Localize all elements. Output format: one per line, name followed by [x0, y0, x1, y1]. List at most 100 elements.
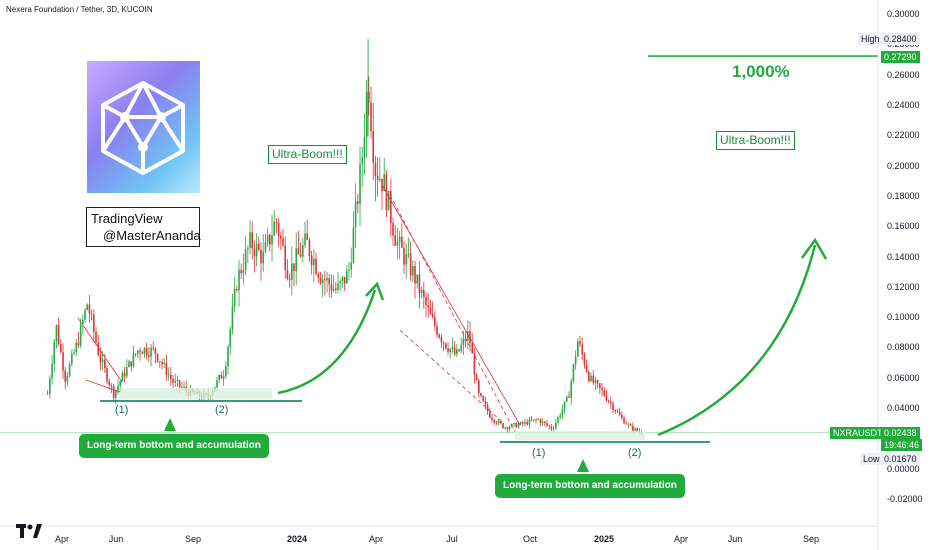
candle-body — [130, 361, 133, 367]
time-tick-label: Sep — [802, 534, 820, 544]
candle-body — [286, 270, 289, 279]
candle-body — [544, 421, 546, 423]
candle-body — [282, 238, 284, 246]
candle-body — [425, 296, 427, 306]
trendline — [381, 184, 521, 426]
candle-body — [394, 235, 397, 246]
candle-body — [475, 374, 478, 381]
tradingview-logo-icon[interactable] — [16, 524, 42, 538]
candle-body — [306, 233, 309, 240]
candle-body — [566, 396, 568, 402]
candle-body — [291, 263, 293, 280]
candle-body — [632, 425, 634, 431]
candle-body — [174, 380, 177, 383]
candle-body — [317, 274, 320, 278]
candle-body — [57, 325, 60, 344]
candle-body — [101, 359, 104, 363]
candle-body — [269, 234, 271, 245]
candle-body — [181, 386, 183, 388]
candle-body — [302, 245, 304, 257]
watermark-line-2: @MasterAnanda — [103, 228, 201, 243]
candle-body — [447, 348, 449, 352]
candle-body — [636, 428, 639, 432]
candle-body — [508, 426, 511, 430]
candle-body — [585, 365, 588, 372]
candle-body — [165, 362, 168, 376]
time-tick-label: Jun — [727, 534, 743, 544]
candle-body — [310, 255, 313, 266]
callout-pointer-left — [164, 418, 176, 431]
price-tick-label: 0.12000 — [887, 281, 920, 292]
candle-body — [381, 178, 383, 192]
candle-body — [253, 248, 256, 257]
candle-body — [134, 353, 137, 355]
candle-body — [326, 278, 328, 281]
candle-body — [161, 362, 163, 365]
target-percent-label: 1,000% — [732, 62, 790, 81]
candle-body — [429, 307, 432, 315]
candle-body — [150, 347, 152, 357]
candle-body — [412, 266, 414, 276]
candle-body — [489, 411, 491, 418]
marker-2-right: (2) — [628, 447, 642, 459]
candle-body — [423, 289, 425, 297]
candle-body — [579, 341, 581, 345]
candle-body — [616, 411, 619, 413]
candle-body — [332, 288, 335, 291]
candle-body — [104, 359, 106, 369]
candle-body — [295, 248, 298, 271]
candle-body — [49, 378, 51, 394]
candle-body — [231, 306, 234, 330]
candle-body — [570, 380, 573, 398]
candle-body — [497, 420, 500, 424]
candle-body — [159, 361, 161, 363]
candle-body — [216, 380, 218, 388]
candle-body — [376, 175, 379, 181]
candle-body — [167, 374, 170, 376]
candle-body — [152, 347, 155, 349]
price-tick-label: 0.22000 — [887, 130, 920, 141]
candle-body — [236, 289, 238, 291]
candle-body — [328, 278, 331, 285]
candle-body — [592, 375, 595, 383]
candle-body — [370, 102, 372, 132]
candle-body — [233, 289, 236, 307]
candle-body — [502, 423, 504, 429]
candle-body — [372, 131, 375, 163]
candle-body — [486, 404, 489, 412]
price-tick-label: 0.04000 — [887, 403, 920, 414]
candle-body — [541, 421, 544, 424]
ultra-boom-label-left: Ultra-Boom!!! — [268, 145, 347, 164]
candle-body — [255, 243, 258, 257]
time-tick-label: Oct — [522, 534, 538, 544]
candle-body — [537, 419, 540, 421]
candle-body — [434, 316, 436, 327]
candle-body — [163, 362, 166, 365]
candle-body — [480, 393, 482, 397]
candle-body — [528, 419, 531, 425]
candle-body — [97, 342, 100, 356]
arrow-head-left — [365, 281, 385, 301]
candle-body — [341, 276, 344, 281]
candle-body — [112, 386, 115, 398]
candle-body — [258, 243, 260, 250]
candle-body — [139, 350, 141, 353]
candle-body — [522, 422, 524, 424]
candle-body — [469, 331, 471, 344]
candle-body — [436, 326, 438, 335]
candle-body — [183, 386, 185, 388]
candle-body — [335, 288, 337, 290]
candle-body — [418, 274, 421, 294]
trendline — [77, 317, 123, 383]
candle-body — [251, 232, 254, 249]
candle-body — [539, 419, 542, 424]
candle-body — [141, 352, 144, 354]
candle-body — [574, 356, 577, 365]
time-tick-label: Jul — [446, 534, 458, 544]
candle-body — [79, 324, 82, 346]
trendline-dashed — [389, 194, 516, 433]
candle-body — [275, 221, 278, 223]
candle-body — [491, 417, 493, 420]
candle-body — [218, 374, 221, 381]
